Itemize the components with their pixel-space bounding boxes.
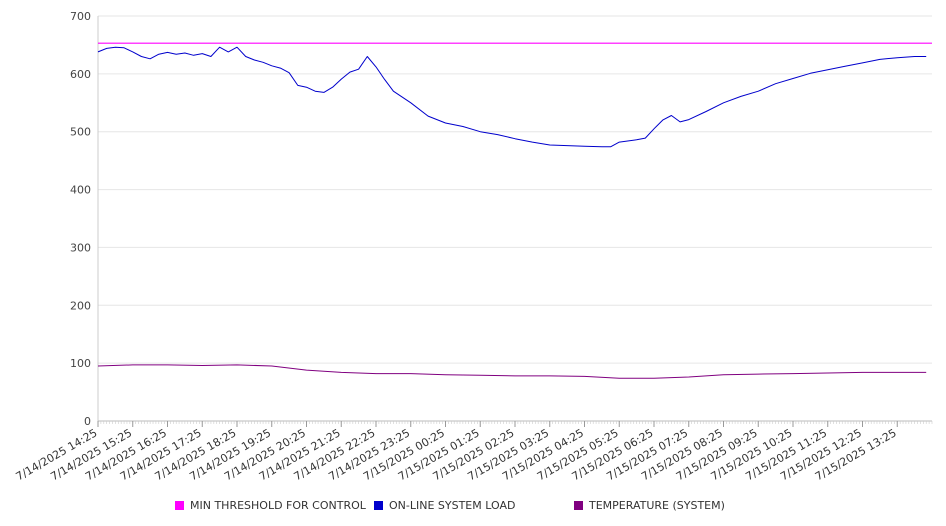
legend: MIN THRESHOLD FOR CONTROL ON-LINE SYSTEM… bbox=[0, 497, 946, 517]
y-tick-label: 300 bbox=[70, 241, 91, 254]
legend-swatch-threshold bbox=[175, 501, 184, 510]
legend-item-system-load[interactable]: ON-LINE SYSTEM LOAD bbox=[374, 499, 515, 512]
line-system-load bbox=[97, 46, 927, 148]
y-tick-label: 100 bbox=[70, 357, 91, 370]
line-temperature bbox=[97, 364, 927, 379]
grid-lines bbox=[98, 15, 932, 364]
legend-label-system-load: ON-LINE SYSTEM LOAD bbox=[389, 499, 516, 512]
legend-item-threshold[interactable]: MIN THRESHOLD FOR CONTROL bbox=[175, 499, 366, 512]
y-tick-label: 600 bbox=[70, 68, 91, 81]
legend-label-temperature: TEMPERATURE (SYSTEM) bbox=[589, 499, 725, 512]
series-lines bbox=[97, 42, 932, 379]
legend-item-temperature[interactable]: TEMPERATURE (SYSTEM) bbox=[574, 499, 725, 512]
legend-swatch-temperature bbox=[574, 501, 583, 510]
legend-label-threshold: MIN THRESHOLD FOR CONTROL bbox=[190, 499, 366, 512]
x-axis-tick-labels: 7/14/2025 14:257/14/2025 15:257/14/2025 … bbox=[14, 426, 899, 483]
y-tick-label: 700 bbox=[70, 10, 91, 23]
axes bbox=[97, 16, 933, 427]
y-tick-label: 0 bbox=[84, 415, 91, 428]
y-tick-label: 500 bbox=[70, 126, 91, 139]
legend-swatch-system-load bbox=[374, 501, 383, 510]
y-tick-label: 400 bbox=[70, 184, 91, 197]
y-tick-label: 200 bbox=[70, 299, 91, 312]
y-axis-tick-labels: 0 100 200 300 400 500 600 700 bbox=[70, 10, 91, 428]
